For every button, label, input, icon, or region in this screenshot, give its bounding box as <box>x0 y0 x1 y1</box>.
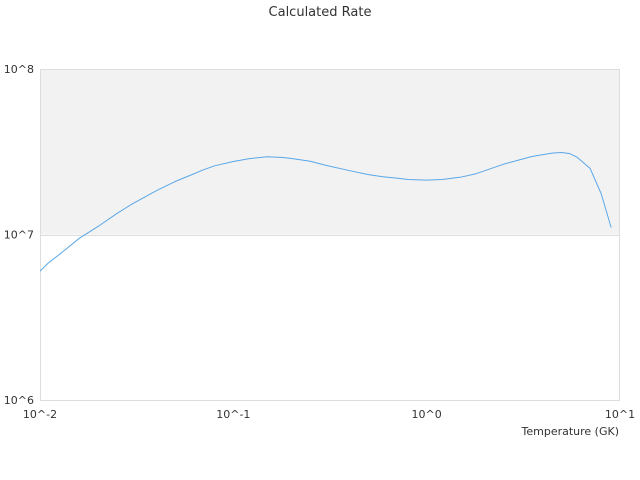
y-tick-label: 10^6 <box>4 394 34 407</box>
series-line <box>39 151 612 272</box>
grid-band <box>40 69 620 235</box>
x-tick-label: 10^-1 <box>216 408 250 421</box>
y-tick-label: 10^7 <box>4 229 34 242</box>
plot-area <box>39 69 620 401</box>
x-tick-label: 10^0 <box>412 408 442 421</box>
x-tick-label: 10^1 <box>605 408 635 421</box>
chart-title: Calculated Rate <box>269 5 372 20</box>
x-tick-label: 10^-2 <box>23 408 57 421</box>
y-tick-label: 10^8 <box>4 63 34 76</box>
x-axis-title: Temperature (GK) <box>521 425 620 438</box>
